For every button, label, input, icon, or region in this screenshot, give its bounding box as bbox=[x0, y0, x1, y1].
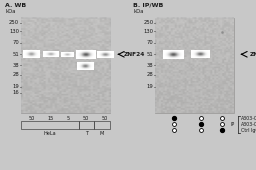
Text: 50: 50 bbox=[82, 115, 89, 121]
Text: 250: 250 bbox=[143, 20, 153, 25]
Text: Ctrl IgG: Ctrl IgG bbox=[241, 128, 256, 133]
Text: 28: 28 bbox=[12, 72, 19, 77]
Text: kDa: kDa bbox=[5, 10, 16, 14]
Text: 70: 70 bbox=[147, 40, 153, 45]
Text: 50: 50 bbox=[28, 115, 35, 121]
Bar bbox=[79, 121, 94, 129]
Text: B. IP/WB: B. IP/WB bbox=[133, 3, 164, 8]
Text: M: M bbox=[100, 131, 104, 136]
Text: 38: 38 bbox=[147, 63, 153, 68]
Text: ZNF24: ZNF24 bbox=[124, 52, 146, 57]
Bar bbox=[21, 121, 79, 129]
Text: 130: 130 bbox=[143, 29, 153, 34]
Text: 5: 5 bbox=[66, 115, 69, 121]
Text: 50: 50 bbox=[102, 115, 108, 121]
Text: 28: 28 bbox=[147, 72, 153, 77]
Bar bbox=[21, 18, 110, 113]
Text: 38: 38 bbox=[12, 63, 19, 68]
Bar bbox=[94, 121, 110, 129]
Text: A303-092A: A303-092A bbox=[241, 122, 256, 127]
Text: 16: 16 bbox=[12, 90, 19, 95]
Text: 15: 15 bbox=[48, 115, 54, 121]
Text: 130: 130 bbox=[9, 29, 19, 34]
Text: IP: IP bbox=[231, 122, 235, 127]
Text: HeLa: HeLa bbox=[43, 131, 56, 136]
Text: 51: 51 bbox=[12, 52, 19, 57]
Bar bbox=[155, 18, 234, 113]
Text: kDa: kDa bbox=[133, 10, 144, 14]
Text: T: T bbox=[85, 131, 88, 136]
Text: 19: 19 bbox=[147, 84, 153, 89]
Text: ZNF24: ZNF24 bbox=[250, 52, 256, 57]
Text: 250: 250 bbox=[9, 20, 19, 25]
Text: A. WB: A. WB bbox=[5, 3, 26, 8]
Text: 51: 51 bbox=[147, 52, 153, 57]
Text: 70: 70 bbox=[12, 40, 19, 45]
Text: A303-091A: A303-091A bbox=[241, 115, 256, 121]
Text: 19: 19 bbox=[12, 84, 19, 89]
